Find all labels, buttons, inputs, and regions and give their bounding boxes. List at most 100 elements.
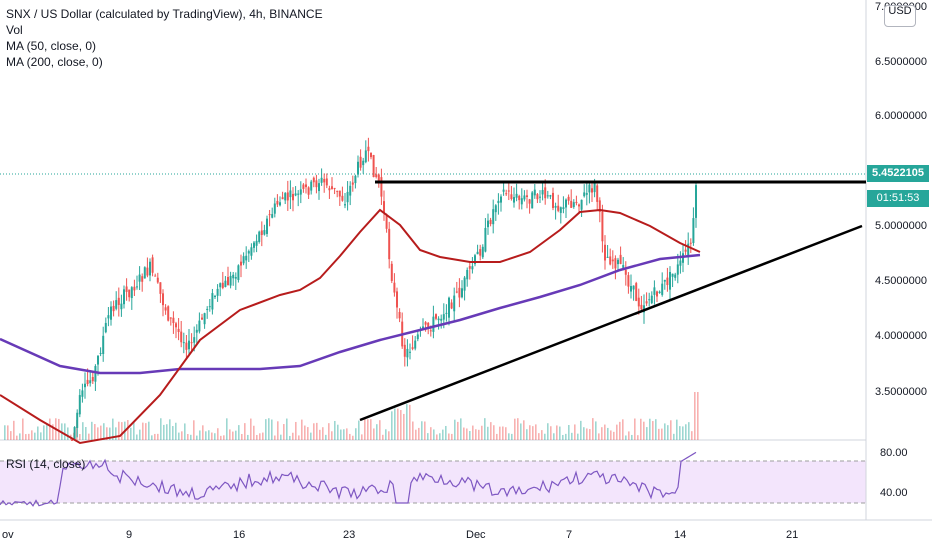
volume-bar xyxy=(301,419,303,440)
volume-bar xyxy=(361,434,363,440)
volume-bar xyxy=(58,418,60,440)
candle-body xyxy=(515,193,518,198)
time-label: 7 xyxy=(566,529,572,541)
volume-bar xyxy=(13,420,15,440)
volume-bar xyxy=(100,425,102,440)
candle-body xyxy=(227,276,229,286)
support-trendline xyxy=(359,224,863,422)
candle-body xyxy=(510,194,513,200)
candle-body xyxy=(276,200,279,205)
volume-bar xyxy=(550,426,552,440)
volume-bar xyxy=(283,424,285,440)
volume-bar xyxy=(43,425,45,440)
volume-bar xyxy=(106,427,108,440)
volume-bar xyxy=(139,429,141,440)
volume-bar xyxy=(607,427,609,440)
volume-bar xyxy=(184,423,186,440)
volume-bar xyxy=(280,434,282,440)
volume-bar xyxy=(217,428,219,440)
volume-bar xyxy=(496,433,498,440)
candle-body xyxy=(500,196,502,203)
candle-body xyxy=(151,257,154,273)
candle-body xyxy=(487,220,489,228)
candle-body xyxy=(336,190,339,192)
candle-body xyxy=(325,178,328,186)
volume-bar xyxy=(352,435,354,440)
volume-bar xyxy=(673,433,675,440)
candle-body xyxy=(206,308,209,311)
volume-bar xyxy=(382,434,384,440)
candle-body xyxy=(484,227,487,252)
volume-bar xyxy=(391,411,393,440)
volume-bar xyxy=(499,426,501,440)
volume-bar xyxy=(559,426,561,440)
currency-button[interactable]: USD xyxy=(884,5,916,27)
candle-body xyxy=(123,289,125,305)
volume-bar xyxy=(697,392,699,440)
candle-body xyxy=(99,352,102,354)
candle-body xyxy=(458,287,461,298)
candle-body xyxy=(71,439,73,441)
volume-bar xyxy=(649,418,651,440)
candle-body xyxy=(656,291,658,297)
candle-body xyxy=(115,300,118,309)
time-label: 16 xyxy=(233,529,245,541)
volume-bar xyxy=(85,427,87,440)
volume-bar xyxy=(463,427,465,440)
candle-body xyxy=(164,307,167,311)
candle-body xyxy=(661,283,664,295)
volume-bar xyxy=(25,434,27,440)
candle-body xyxy=(453,295,456,312)
candle-body xyxy=(320,177,323,183)
volume-bar xyxy=(592,418,594,440)
ma200-indicator-label[interactable]: MA (200, close, 0) xyxy=(6,55,103,69)
candle-body xyxy=(588,184,591,193)
volume-bar xyxy=(172,426,174,440)
candle-body xyxy=(567,196,570,201)
candle-body xyxy=(505,193,508,195)
candle-body xyxy=(346,191,349,203)
vol-indicator-label[interactable]: Vol xyxy=(6,23,23,37)
candle-body xyxy=(658,291,661,294)
candle-body xyxy=(627,275,630,287)
volume-bar xyxy=(484,418,486,440)
candle-body xyxy=(570,200,573,208)
volume-bar xyxy=(313,423,315,440)
volume-bar xyxy=(187,434,189,440)
candle-body xyxy=(172,317,175,324)
symbol-title[interactable]: SNX / US Dollar (calculated by TradingVi… xyxy=(6,7,323,21)
volume-bar xyxy=(508,433,510,440)
volume-bar xyxy=(538,433,540,440)
candle-body xyxy=(302,184,305,189)
volume-bar xyxy=(193,420,195,440)
candle-body xyxy=(188,340,190,350)
volume-bar xyxy=(211,432,213,440)
candle-body xyxy=(533,189,536,196)
candle-body xyxy=(125,286,128,292)
volume-bar xyxy=(397,408,399,440)
volume-bar xyxy=(82,422,84,440)
volume-bar xyxy=(166,424,168,440)
candle-body xyxy=(494,205,497,213)
volume-bar xyxy=(529,425,531,440)
rsi-indicator-label[interactable]: RSI (14, close) xyxy=(6,457,86,471)
candle-body xyxy=(671,273,674,277)
volume-bar xyxy=(271,419,273,440)
volume-bar xyxy=(4,425,6,440)
volume-bar xyxy=(664,423,666,440)
volume-bar xyxy=(544,433,546,440)
volume-bar xyxy=(424,421,426,440)
volume-bar xyxy=(583,427,585,440)
ma50-indicator-label[interactable]: MA (50, close, 0) xyxy=(6,39,97,53)
candle-body xyxy=(377,174,380,182)
volume-bar xyxy=(355,428,357,440)
volume-bar xyxy=(253,425,255,440)
candle-body xyxy=(531,192,534,209)
candle-body xyxy=(364,150,367,163)
volume-bar xyxy=(631,434,633,440)
volume-bar xyxy=(295,421,297,440)
volume-bar xyxy=(160,418,162,440)
candle-body xyxy=(307,187,310,195)
rsi-band xyxy=(0,461,866,503)
